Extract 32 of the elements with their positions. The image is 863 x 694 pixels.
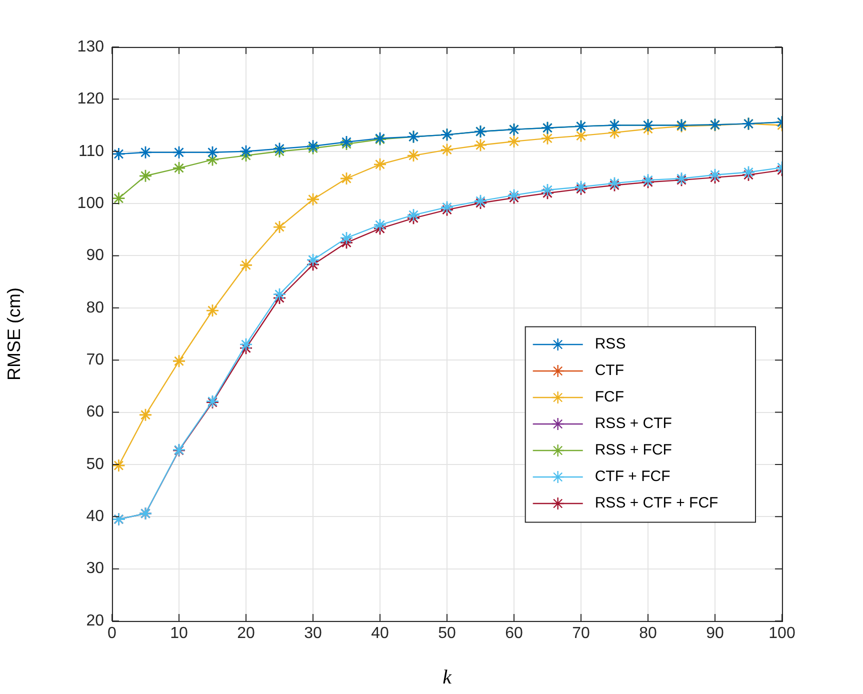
y-tick-label: 40 <box>86 508 104 526</box>
y-tick-label: 50 <box>86 456 104 473</box>
x-tick-label: 60 <box>505 625 523 642</box>
y-tick-label: 110 <box>78 142 104 160</box>
y-tick-label: 130 <box>77 38 104 56</box>
legend-label: RSS + CTF + FCF <box>594 494 718 512</box>
x-tick-label: 80 <box>639 625 657 642</box>
x-tick-label: 70 <box>572 625 590 642</box>
x-tick-label: 100 <box>768 625 796 642</box>
legend-label: RSS <box>594 336 626 353</box>
legend-label: CTF + FCF <box>594 468 670 486</box>
y-tick-label: 120 <box>77 90 104 108</box>
y-tick-label: 20 <box>86 612 104 630</box>
y-tick-label: 70 <box>86 351 104 368</box>
y-tick-label: 100 <box>77 194 104 212</box>
legend-label: FCF <box>594 388 624 406</box>
y-tick-label: 80 <box>86 299 104 316</box>
x-axis-title: k <box>442 666 453 688</box>
x-tick-label: 90 <box>706 625 724 642</box>
x-tick-label: 0 <box>108 625 117 642</box>
y-axis-title: RMSE (cm) <box>4 288 24 380</box>
y-tick-label: 60 <box>86 404 104 421</box>
x-tick-label: 10 <box>170 625 188 642</box>
x-tick-label: 30 <box>304 625 322 642</box>
y-tick-label: 90 <box>86 247 104 264</box>
y-tick-label: 30 <box>86 560 104 578</box>
x-tick-label: 20 <box>237 625 255 642</box>
x-tick-label: 50 <box>438 625 456 642</box>
legend-label: CTF <box>594 362 624 380</box>
x-tick-label: 40 <box>371 625 389 642</box>
legend-label: RSS + FCF <box>594 442 672 459</box>
legend-label: RSS + CTF <box>594 415 672 432</box>
